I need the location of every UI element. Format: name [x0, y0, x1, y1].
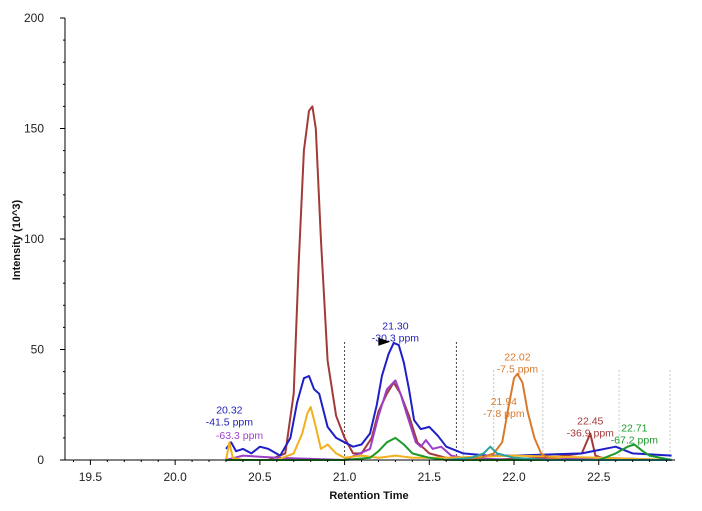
- y-tick-label: 50: [31, 343, 45, 357]
- peak-annotation: 22.71 -67.2 ppm: [611, 422, 659, 446]
- peak-annotation: 22.02 -7.5 ppm: [497, 352, 539, 376]
- peak-annotation: 20.32 -41.5 ppm: [206, 405, 254, 429]
- x-tick-label: 22.0: [502, 470, 526, 484]
- series-line-5: [226, 436, 672, 461]
- peak-annotation: -63.3 ppm: [216, 430, 264, 442]
- x-tick-label: 19.5: [79, 470, 103, 484]
- y-tick-label: 0: [37, 453, 44, 467]
- series-layer: [225, 105, 672, 461]
- y-tick-label: 200: [24, 11, 44, 25]
- x-tick-label: 22.5: [587, 470, 611, 484]
- x-tick-label: 21.5: [418, 470, 442, 484]
- x-axis-title: Retention Time: [329, 490, 408, 502]
- y-tick-label: 150: [24, 122, 44, 136]
- x-tick-label: 21.0: [333, 470, 357, 484]
- peak-annotation: 21.94 -7.8 ppm: [483, 396, 525, 420]
- axes: 0 50 100 150 200 19.5 20.0 20.5 21.0 21.5 22.0 22.5: [24, 11, 675, 484]
- series-line-2: [225, 341, 672, 457]
- series-line-1: [226, 105, 672, 461]
- rt-window-markers: [344, 342, 671, 460]
- peak-pointer-icon: [378, 337, 391, 346]
- peak-annotation: 22.45 -36.9 ppm: [567, 416, 615, 440]
- y-axis-title: Intensity (10^3): [11, 199, 23, 280]
- x-tick-label: 20.0: [163, 470, 187, 484]
- series-line-7: [446, 445, 672, 461]
- y-tick-label: 100: [24, 232, 44, 246]
- x-tick-label: 20.5: [248, 470, 272, 484]
